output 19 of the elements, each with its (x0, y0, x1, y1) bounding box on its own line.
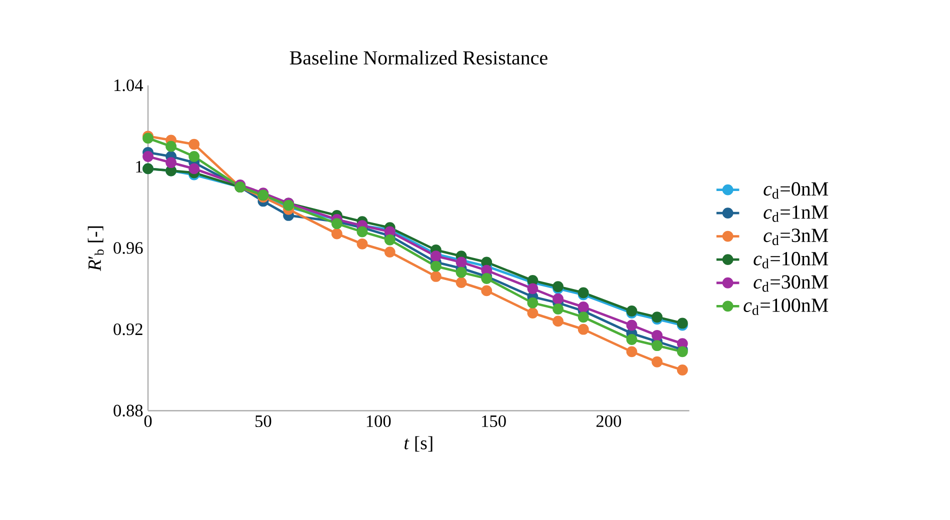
x-tick-label: 200 (596, 415, 622, 428)
legend-label: c$_{d}$=30nM (754, 275, 828, 292)
x-tick-label: 100 (366, 415, 391, 428)
chart-title: Baseline Normalized Resistance (290, 50, 548, 65)
x-tick-label: 0 (144, 415, 152, 428)
y-axis-title: R′$_{b}$ [-] (88, 226, 104, 272)
y-tick-label: 0.96 (114, 242, 143, 254)
y-tick-label: 0.92 (114, 323, 142, 336)
legend-label: c$_{d}$=100nM (744, 298, 828, 316)
legend-label: c$_{d}$=0nM (764, 182, 828, 199)
x-tick-label: 150 (482, 415, 506, 428)
x-tick-label: 50 (256, 415, 272, 428)
y-tick-label: 0.88 (114, 404, 143, 417)
legend-label: c$_{d}$=10nM (754, 252, 828, 268)
y-tick-label: 1.04 (114, 79, 144, 92)
x-axis-title: t [s] (404, 436, 432, 452)
legend-label: c$_{d}$=3nM (764, 228, 828, 246)
y-tick-label: 1 (136, 160, 142, 172)
legend-label: c$_{d}$=1nM (764, 205, 828, 222)
